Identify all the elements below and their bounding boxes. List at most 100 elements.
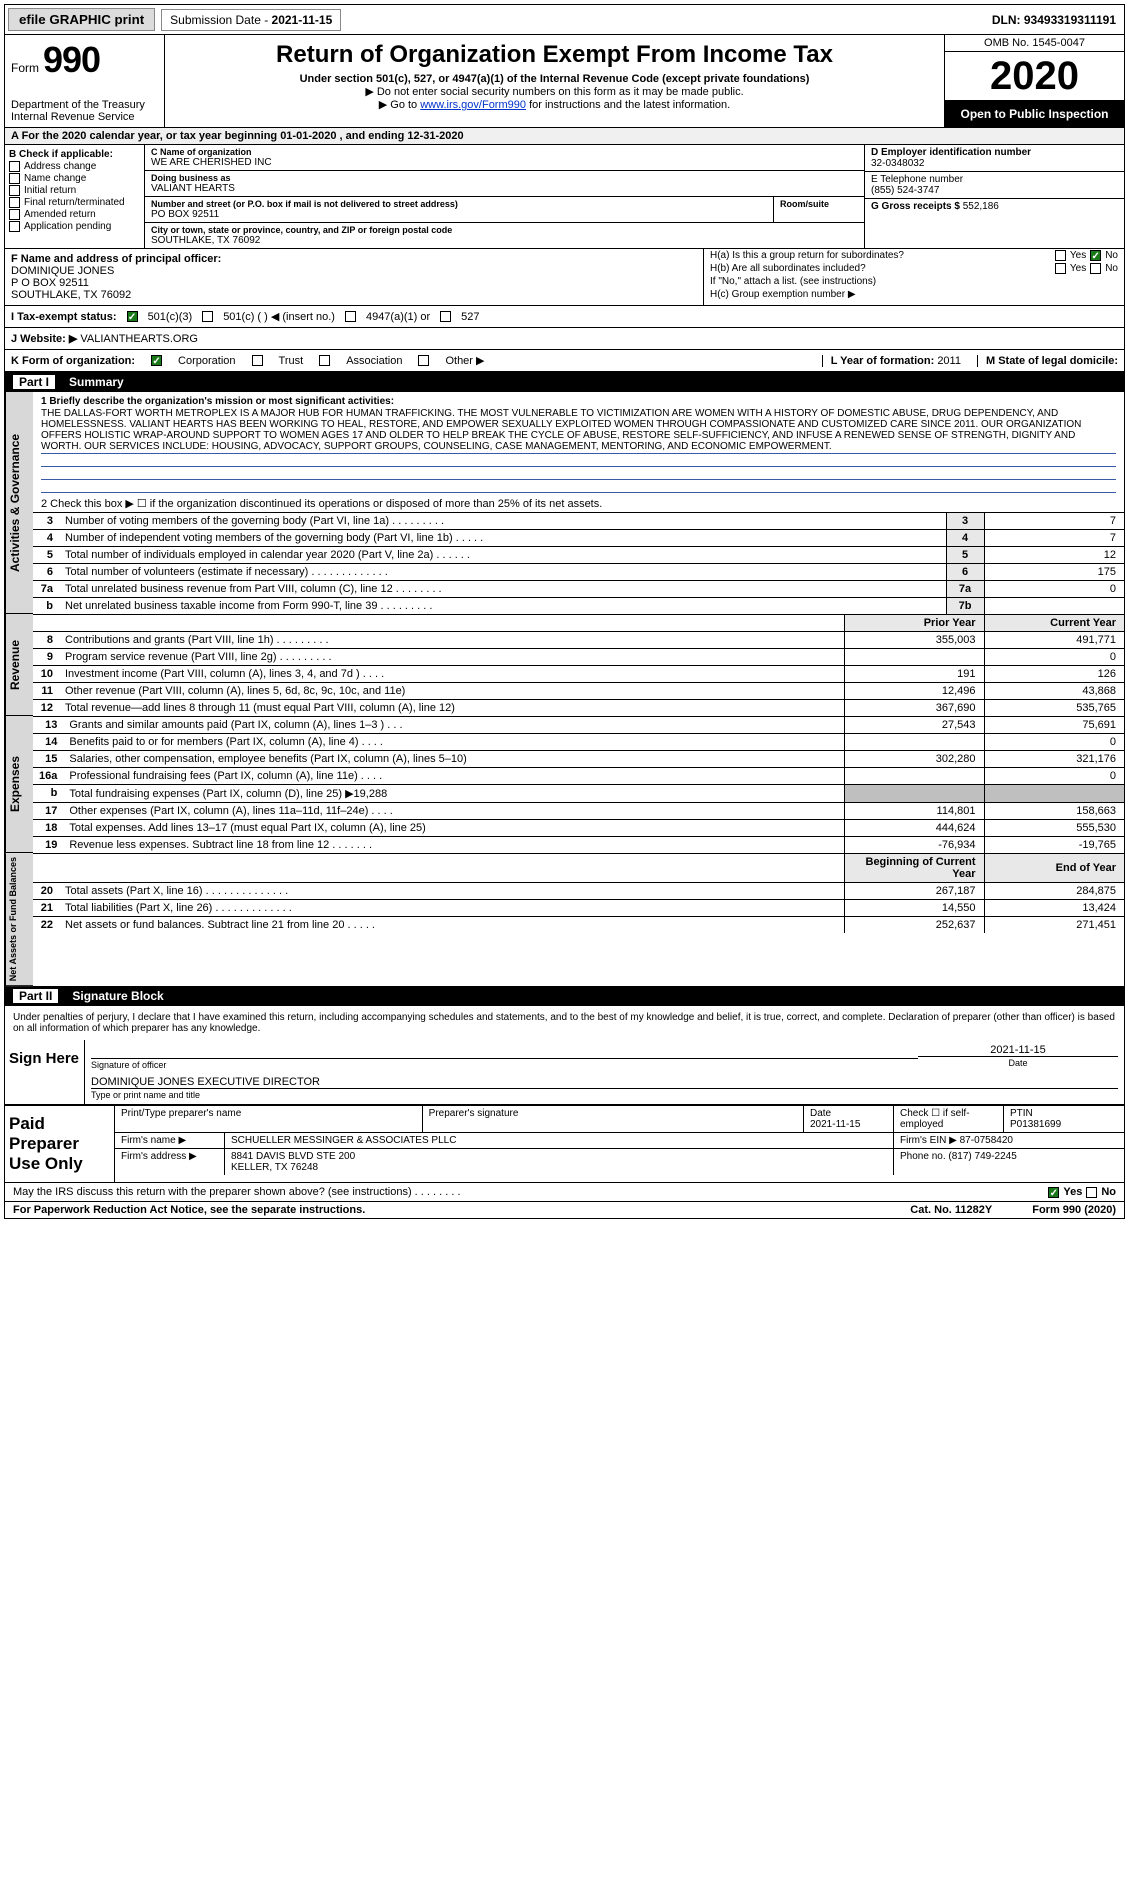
- sign-here-fields: Signature of officer 2021-11-15 Date DOM…: [85, 1040, 1124, 1104]
- checkbox-checked-icon[interactable]: ✓: [1048, 1187, 1059, 1198]
- line-desc: Total fundraising expenses (Part IX, col…: [63, 785, 844, 803]
- chk-amended-return: Amended return: [9, 209, 140, 220]
- line-desc: Revenue less expenses. Subtract line 18 …: [63, 837, 844, 854]
- line-num: 17: [33, 803, 63, 820]
- line-num: 14: [33, 734, 63, 751]
- table-row: 14 Benefits paid to or for members (Part…: [33, 734, 1124, 751]
- table-row: b Net unrelated business taxable income …: [33, 598, 1124, 615]
- current-year-val: 75,691: [984, 717, 1124, 734]
- i-tax-status-row: I Tax-exempt status: ✓501(c)(3) 501(c) (…: [5, 306, 1124, 328]
- line-num: 18: [33, 820, 63, 837]
- chk-label: Address change: [24, 161, 96, 172]
- h3-val: 2021-11-15: [810, 1119, 860, 1130]
- paid-grid: Print/Type preparer's name Preparer's si…: [115, 1106, 1124, 1182]
- j-website-row: J Website: ▶ VALIANTHEARTS.ORG: [5, 328, 1124, 350]
- part-2-title: Signature Block: [72, 989, 163, 1003]
- checkbox-icon[interactable]: [345, 311, 356, 322]
- prior-year-val: -76,934: [844, 837, 984, 854]
- prior-year-val: [844, 649, 984, 666]
- phone-cell: E Telephone number (855) 524-3747: [865, 172, 1124, 199]
- ptin-val: P01381699: [1010, 1119, 1061, 1130]
- checkbox-icon[interactable]: [319, 355, 330, 366]
- checkbox-icon[interactable]: [1086, 1187, 1097, 1198]
- table-row: 20 Total assets (Part X, line 16) . . . …: [33, 883, 1124, 900]
- rev-body: Prior Year Current Year 8 Contributions …: [33, 614, 1124, 716]
- irs-link[interactable]: www.irs.gov/Form990: [420, 99, 526, 111]
- checkbox-checked-icon[interactable]: ✓: [127, 311, 138, 322]
- prior-year-val: [844, 785, 984, 803]
- checkbox-icon[interactable]: [252, 355, 263, 366]
- prep-ptin: PTIN P01381699: [1004, 1106, 1124, 1132]
- checkbox-icon[interactable]: [9, 161, 20, 172]
- k-l-m-row: K Form of organization: ✓Corporation Tru…: [5, 350, 1124, 372]
- line-num: 6: [33, 564, 59, 581]
- form-instruction-2: ▶ Go to www.irs.gov/Form990 for instruct…: [171, 98, 938, 111]
- addr1: 8841 DAVIS BLVD STE 200: [231, 1151, 355, 1162]
- gross-cell: G Gross receipts $ 552,186: [865, 199, 1124, 214]
- line-desc: Other revenue (Part VIII, column (A), li…: [59, 683, 844, 700]
- opt-trust: Trust: [279, 355, 304, 367]
- open-to-public: Open to Public Inspection: [945, 101, 1124, 127]
- line-num: 5: [33, 547, 59, 564]
- c-name-label: C Name of organization: [151, 147, 858, 157]
- omb-number: OMB No. 1545-0047: [945, 35, 1124, 52]
- m-state: M State of legal domicile:: [977, 355, 1118, 367]
- k-label: K Form of organization:: [11, 355, 135, 367]
- efile-print-button[interactable]: efile GRAPHIC print: [8, 8, 155, 31]
- sign-here-row: Sign Here Signature of officer 2021-11-1…: [5, 1040, 1124, 1105]
- line-num: 21: [33, 900, 59, 917]
- line-num: 15: [33, 751, 63, 768]
- line-num: b: [33, 785, 63, 803]
- checkbox-icon[interactable]: [202, 311, 213, 322]
- checkbox-checked-icon[interactable]: ✓: [151, 355, 162, 366]
- prior-year-val: 444,624: [844, 820, 984, 837]
- org-name: WE ARE CHERISHED INC: [151, 157, 858, 168]
- checkbox-icon[interactable]: [440, 311, 451, 322]
- mission-blank: [41, 480, 1116, 493]
- table-row: 6 Total number of volunteers (estimate i…: [33, 564, 1124, 581]
- ein-label: D Employer identification number: [871, 147, 1031, 158]
- line-desc: Total expenses. Add lines 13–17 (must eq…: [63, 820, 844, 837]
- prior-year-hdr: Prior Year: [844, 615, 984, 632]
- hb-label: H(b) Are all subordinates included?: [710, 263, 866, 274]
- checkbox-icon[interactable]: [9, 221, 20, 232]
- addr2: KELLER, TX 76248: [231, 1162, 318, 1173]
- h-b-row: H(b) Are all subordinates included? Yes …: [704, 262, 1124, 275]
- checkbox-checked-icon[interactable]: ✓: [1090, 250, 1101, 261]
- vtab-revenue: Revenue: [5, 614, 33, 716]
- table-row: 8 Contributions and grants (Part VIII, l…: [33, 632, 1124, 649]
- chk-initial-return: Initial return: [9, 185, 140, 196]
- org-name-cell: C Name of organization WE ARE CHERISHED …: [145, 145, 864, 171]
- line-num: 10: [33, 666, 59, 683]
- checkbox-icon[interactable]: [9, 197, 20, 208]
- phone-value: (855) 524-3747: [871, 185, 939, 196]
- table-row: 3 Number of voting members of the govern…: [33, 513, 1124, 530]
- line-num: 13: [33, 717, 63, 734]
- summary-revenue: Revenue Prior Year Current Year 8 Contri…: [5, 614, 1124, 716]
- firm-ein: Firm's EIN ▶ 87-0758420: [894, 1133, 1124, 1148]
- checkbox-icon[interactable]: [9, 209, 20, 220]
- checkbox-icon[interactable]: [1090, 263, 1101, 274]
- checkbox-icon[interactable]: [9, 185, 20, 196]
- paid-hdr-row: Print/Type preparer's name Preparer's si…: [115, 1106, 1124, 1133]
- form-header: Form 990 Department of the Treasury Inte…: [5, 35, 1124, 128]
- checkbox-icon[interactable]: [9, 173, 20, 184]
- firm-addr-row: Firm's address ▶ 8841 DAVIS BLVD STE 200…: [115, 1149, 1124, 1175]
- line-desc: Number of voting members of the governin…: [59, 513, 946, 530]
- checkbox-icon[interactable]: [418, 355, 429, 366]
- line-val: 175: [984, 564, 1124, 581]
- room-label: Room/suite: [780, 199, 858, 209]
- prior-year-val: 267,187: [844, 883, 984, 900]
- summary-expenses: Expenses 13 Grants and similar amounts p…: [5, 716, 1124, 853]
- table-row: 17 Other expenses (Part IX, column (A), …: [33, 803, 1124, 820]
- current-year-val: 13,424: [984, 900, 1124, 917]
- checkbox-icon[interactable]: [1055, 263, 1066, 274]
- chk-label: Initial return: [24, 185, 76, 196]
- table-row: 15 Salaries, other compensation, employe…: [33, 751, 1124, 768]
- line-desc: Total liabilities (Part X, line 26) . . …: [59, 900, 844, 917]
- prior-year-val: 191: [844, 666, 984, 683]
- m-label: M State of legal domicile:: [986, 355, 1118, 367]
- current-year-val: 0: [984, 734, 1124, 751]
- checkbox-icon[interactable]: [1055, 250, 1066, 261]
- mission-block: 1 Briefly describe the organization's mi…: [33, 392, 1124, 495]
